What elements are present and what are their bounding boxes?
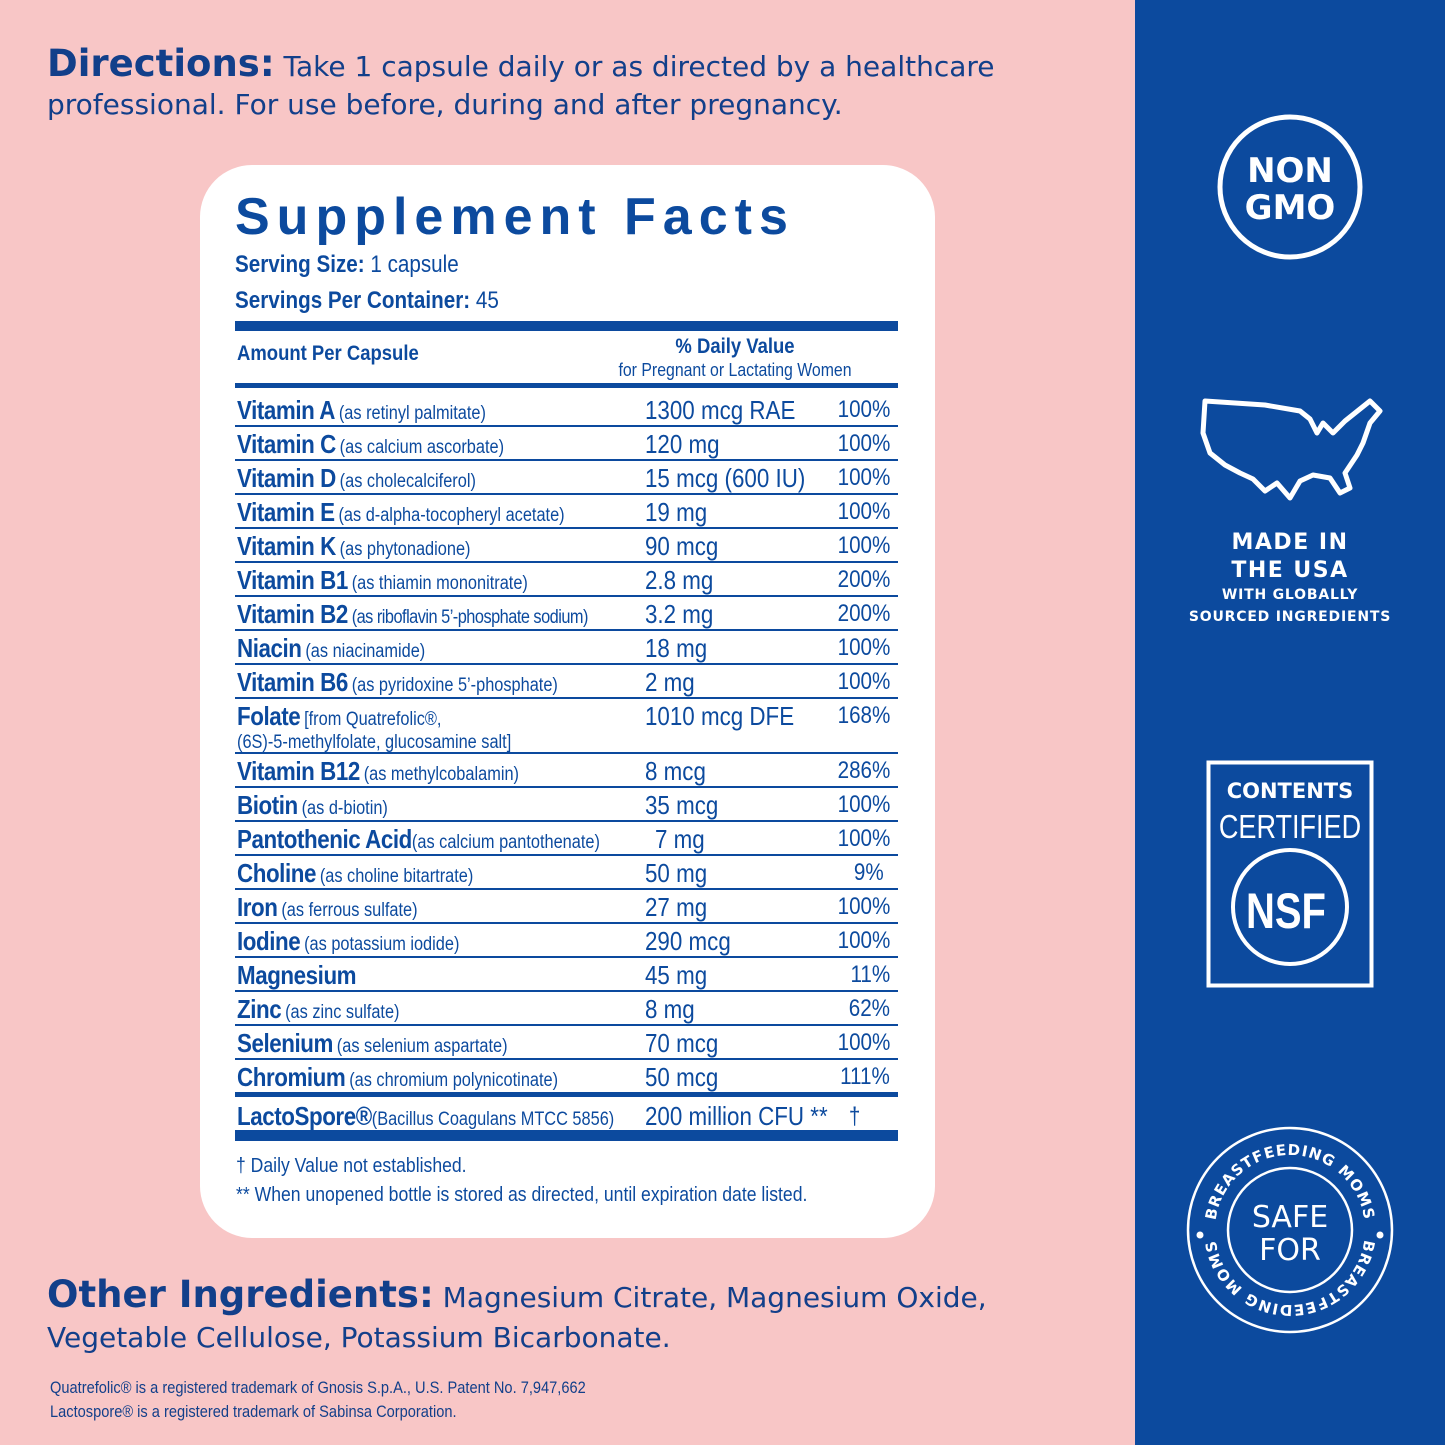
table-row: Iodine (as potassium iodide) 290 mcg 100% bbox=[235, 924, 898, 958]
safe-for-breastfeeding-badge-icon: BREASTFEEDING MOMS BREASTFEEDING MOMS SA… bbox=[1186, 1126, 1394, 1334]
table-row: Vitamin B6 (as pyridoxine 5’-phosphate) 2… bbox=[235, 665, 898, 699]
made-in-usa-line4: SOURCED INGREDIENTS bbox=[1188, 609, 1392, 625]
other-ingredients-text: Magnesium Citrate, Magnesium Oxide, Vege… bbox=[47, 1281, 987, 1354]
directions-heading: Directions: bbox=[47, 42, 275, 85]
table-row: Vitamin B2 (as riboflavin 5’-phosphate s… bbox=[235, 597, 898, 631]
nsf-certified-badge-icon: CONTENTS CERTIFIED NSF bbox=[1206, 760, 1374, 988]
made-in-usa-line3: WITH GLOBALLY bbox=[1221, 587, 1359, 603]
svg-text:NON: NON bbox=[1247, 151, 1333, 191]
made-in-usa-line1: MADE IN bbox=[1231, 530, 1349, 555]
svg-text:GMO: GMO bbox=[1245, 188, 1336, 228]
table-row: Choline (as choline bitartrate) 50 mg 9% bbox=[235, 856, 898, 890]
table-row: Folate [from Quatrefolic®, (6S)-5-methylf… bbox=[235, 699, 898, 754]
table-row: Vitamin D (as cholecalciferol) 15 mcg (60… bbox=[235, 461, 898, 495]
table-row: Vitamin B1 (as thiamin mononitrate) 2.8 m… bbox=[235, 563, 898, 597]
table-row: Vitamin K (as phytonadione) 90 mcg 100% bbox=[235, 529, 898, 563]
made-in-usa-line2: THE USA bbox=[1231, 558, 1349, 583]
table-row: Vitamin E (as d-alpha-tocopheryl acetate… bbox=[235, 495, 898, 529]
directions: Directions: Take 1 capsule daily or as d… bbox=[47, 45, 1127, 124]
svg-text:CONTENTS: CONTENTS bbox=[1227, 779, 1354, 803]
header-divider bbox=[235, 383, 898, 388]
footnote-dagger: † Daily Value not established. bbox=[236, 1155, 467, 1177]
thick-divider bbox=[235, 321, 898, 331]
other-ingredients: Other Ingredients: Magnesium Citrate, Ma… bbox=[47, 1275, 1107, 1358]
footnote-double-asterisk: ** When unopened bottle is stored as dir… bbox=[236, 1184, 808, 1206]
nutrient-table: Vitamin A (as retinyl palmitate) 1300 mcg… bbox=[235, 393, 898, 1135]
table-row: Vitamin A (as retinyl palmitate) 1300 mcg… bbox=[235, 393, 898, 427]
svg-text:SAFE: SAFE bbox=[1252, 1200, 1328, 1235]
servings-per-container: Servings Per Container: 45 bbox=[235, 287, 499, 314]
table-row: Biotin (as d-biotin) 35 mcg 100% bbox=[235, 788, 898, 822]
table-row: Chromium (as chromium polynicotinate) 50 … bbox=[235, 1060, 898, 1097]
svg-text:FOR: FOR bbox=[1259, 1233, 1321, 1268]
daily-value-header: % Daily Value for Pregnant or Lactating … bbox=[618, 335, 852, 380]
usa-map-icon bbox=[1200, 398, 1383, 501]
table-row: Pantothenic Acid(as calcium pantothenate… bbox=[235, 822, 898, 856]
table-row: Selenium (as selenium aspartate) 70 mcg 10… bbox=[235, 1026, 898, 1060]
table-row: Vitamin C (as calcium ascorbate) 120 mg 10… bbox=[235, 427, 898, 461]
svg-text:NSF: NSF bbox=[1246, 883, 1326, 939]
directions-text: Take 1 capsule daily or as directed by a… bbox=[47, 50, 995, 121]
other-ingredients-heading: Other Ingredients: bbox=[47, 1273, 434, 1316]
table-row: Vitamin B12 (as methylcobalamin) 8 mcg 286… bbox=[235, 754, 898, 788]
table-row: LactoSpore®(Bacillus Coagulans MTCC 5856… bbox=[237, 1101, 860, 1131]
svg-text:CERTIFIED: CERTIFIED bbox=[1219, 810, 1361, 846]
trademark-lactospore: Lactospore® is a registered trademark of… bbox=[50, 1402, 457, 1421]
bottom-thick-divider bbox=[235, 1130, 898, 1141]
table-row: Niacin (as niacinamide) 18 mg 100% bbox=[235, 631, 898, 665]
supplement-facts-title: Supplement Facts bbox=[235, 188, 795, 246]
amount-per-capsule-header: Amount Per Capsule bbox=[237, 342, 419, 365]
blue-badge-panel bbox=[1135, 0, 1445, 1445]
table-row: Iron (as ferrous sulfate) 27 mg 100% bbox=[235, 890, 898, 924]
supplement-facts-panel: Supplement Facts Serving Size: 1 capsule… bbox=[200, 165, 935, 1238]
serving-size: Serving Size: 1 capsule bbox=[235, 251, 459, 278]
table-row: Magnesium 45 mg 11% bbox=[235, 958, 898, 992]
table-row: Zinc (as zinc sulfate) 8 mg 62% bbox=[235, 992, 898, 1026]
trademark-quatrefolic: Quatrefolic® is a registered trademark o… bbox=[50, 1378, 586, 1397]
non-gmo-badge-icon: NON GMO bbox=[1217, 114, 1363, 260]
